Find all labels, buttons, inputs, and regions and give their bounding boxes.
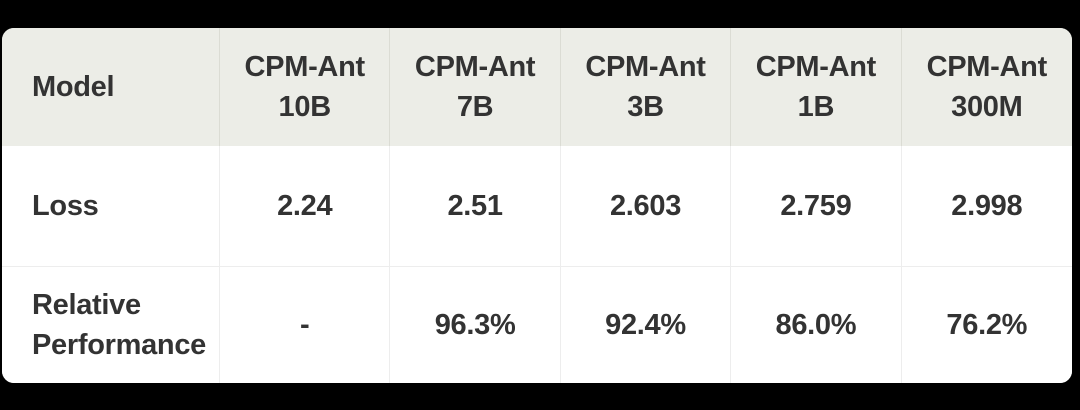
column-header-line1: CPM-Ant: [926, 51, 1048, 83]
cell-value: 76.2%: [946, 308, 1028, 341]
loss-value-10b: 2.24: [220, 146, 391, 266]
relative-performance-value-3b: 92.4%: [560, 266, 732, 383]
column-header-line1: CPM-Ant: [244, 51, 366, 83]
column-header-line2: 1B: [797, 91, 835, 123]
column-header-line2: 10B: [278, 91, 332, 123]
column-header-cpm-ant-300m: CPM-Ant 300M: [901, 28, 1072, 146]
column-header-model-label: Model: [32, 70, 115, 103]
row-label-line1: Relative: [32, 289, 141, 321]
relative-performance-value-1b: 86.0%: [731, 266, 902, 383]
column-header-text: CPM-Ant 3B: [585, 47, 706, 127]
model-comparison-table: Model CPM-Ant 10B CPM-Ant 7B CPM-Ant 3B: [2, 28, 1072, 383]
loss-value-1b: 2.759: [731, 146, 902, 266]
cell-value: 86.0%: [775, 308, 857, 341]
relative-performance-value-7b: 96.3%: [390, 266, 561, 383]
cell-value: 2.51: [447, 189, 503, 222]
cell-value: 2.24: [277, 189, 333, 222]
row-label-text: Relative Performance: [32, 285, 206, 365]
column-header-line1: CPM-Ant: [585, 51, 706, 83]
cell-value: 2.603: [609, 189, 682, 222]
relative-performance-value-10b: -: [220, 266, 391, 383]
column-header-text: CPM-Ant 300M: [926, 47, 1048, 127]
column-header-cpm-ant-1b: CPM-Ant 1B: [731, 28, 902, 146]
column-header-cpm-ant-10b: CPM-Ant 10B: [220, 28, 391, 146]
column-header-line1: CPM-Ant: [755, 51, 877, 83]
cell-value: 2.759: [780, 189, 852, 222]
row-label-line2: Performance: [32, 329, 206, 361]
row-label-loss: Loss: [2, 146, 220, 266]
relative-performance-value-300m: 76.2%: [901, 266, 1072, 383]
row-label-text: Loss: [32, 189, 99, 222]
column-header-line2: 3B: [627, 91, 664, 123]
column-header-text: CPM-Ant 10B: [244, 47, 366, 127]
cell-value: -: [300, 308, 310, 341]
column-header-text: CPM-Ant 7B: [414, 47, 536, 127]
column-header-line2: 300M: [951, 91, 1023, 123]
row-label-relative-performance: Relative Performance: [2, 266, 220, 383]
loss-value-3b: 2.603: [560, 146, 732, 266]
model-comparison-table-card: Model CPM-Ant 10B CPM-Ant 7B CPM-Ant 3B: [2, 28, 1072, 383]
column-header-cpm-ant-3b: CPM-Ant 3B: [560, 28, 732, 146]
column-header-line2: 7B: [456, 91, 494, 123]
cell-value: 2.998: [951, 189, 1023, 222]
column-header-model: Model: [2, 28, 220, 146]
loss-value-7b: 2.51: [390, 146, 561, 266]
column-header-text: CPM-Ant 1B: [755, 47, 877, 127]
column-header-line1: CPM-Ant: [414, 51, 536, 83]
cell-value: 96.3%: [434, 308, 516, 341]
column-header-cpm-ant-7b: CPM-Ant 7B: [390, 28, 561, 146]
loss-value-300m: 2.998: [901, 146, 1072, 266]
cell-value: 92.4%: [605, 308, 686, 341]
